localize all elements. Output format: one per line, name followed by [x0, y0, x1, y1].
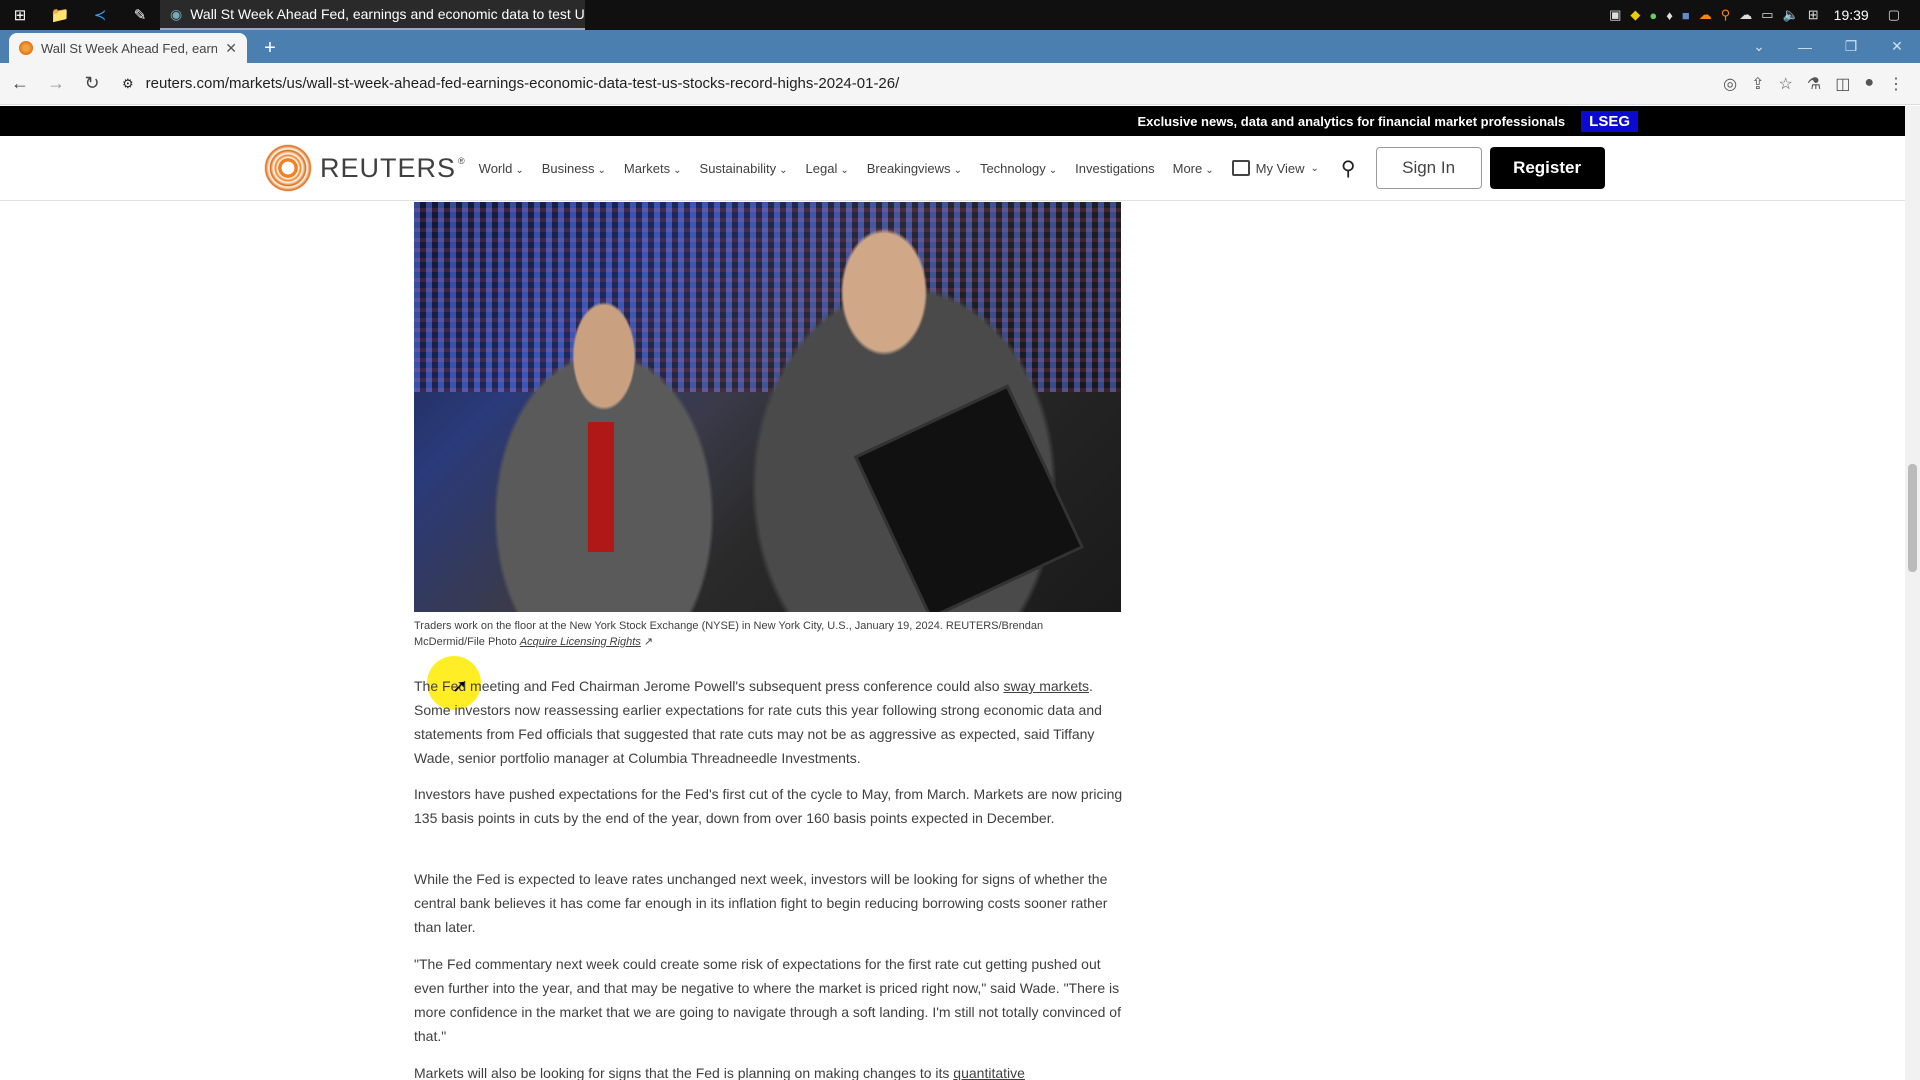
eye-off-icon[interactable]: ◎ [1723, 75, 1738, 93]
tab-search-icon[interactable]: ⌄ [1753, 38, 1765, 54]
bookmark-star-icon[interactable]: ☆ [1778, 75, 1793, 93]
chevron-down-icon: ⌄ [953, 164, 962, 176]
site-info-icon[interactable]: ⚙ [122, 75, 134, 91]
licensing-link[interactable]: Acquire Licensing Rights [519, 636, 641, 648]
share-icon[interactable]: ⇪ [1751, 75, 1765, 93]
chevron-down-icon: ⌄ [597, 164, 606, 176]
side-panel-icon[interactable]: ◫ [1835, 75, 1851, 93]
new-tab-button[interactable]: + [264, 36, 276, 59]
chevron-down-icon: ⌄ [515, 164, 524, 176]
file-explorer-icon[interactable]: 📁 [50, 7, 70, 24]
url-text: reuters.com/markets/us/wall-st-week-ahea… [145, 75, 900, 92]
browser-tab-strip: Wall St Week Ahead Fed, earn ✕ + ⌄ — ❐ ✕ [0, 30, 1920, 63]
menu-kebab-icon[interactable]: ⋮ [1888, 75, 1904, 93]
reuters-logo-icon [264, 144, 312, 192]
tray-app-icon[interactable]: ▣ [1609, 7, 1622, 22]
layout-icon [1231, 160, 1250, 176]
article-paragraph: Markets will also be looking for signs t… [414, 1065, 1025, 1080]
chrome-icon: ◉ [170, 5, 183, 22]
mouse-cursor-icon: ➚ [452, 676, 468, 696]
forward-icon[interactable]: → [47, 73, 65, 93]
nav-technology[interactable]: Technology ⌄ [979, 160, 1058, 176]
tray-teams-icon[interactable]: ■ [1681, 7, 1690, 23]
chevron-down-icon: ⌄ [673, 164, 682, 176]
nav-markets[interactable]: Markets ⌄ [623, 160, 682, 176]
article-paragraph: The Fed meeting and Fed Chairman Jerome … [414, 678, 1102, 766]
taskbar-window-title: Wall St Week Ahead Fed, earnings and eco… [190, 6, 585, 22]
tray-network-icon[interactable]: ▭ [1761, 7, 1774, 22]
my-view-menu[interactable]: My View ⌄ [1231, 160, 1319, 176]
nav-business[interactable]: Business ⌄ [541, 160, 606, 176]
nav-more[interactable]: More ⌄ [1172, 160, 1214, 176]
search-icon[interactable]: ⚲ [1340, 157, 1356, 180]
external-link-icon[interactable]: ↗ [643, 636, 654, 648]
tray-search-icon[interactable]: ⚲ [1720, 7, 1731, 22]
tray-bug-icon[interactable]: ♦ [1666, 7, 1673, 23]
tray-onedrive-icon[interactable]: ☁ [1739, 7, 1753, 22]
tab-title: Wall St Week Ahead Fed, earn [41, 40, 218, 56]
article-paragraph: "The Fed commentary next week could crea… [414, 956, 1121, 1044]
article-paragraph: While the Fed is expected to leave rates… [414, 871, 1108, 935]
browser-tab[interactable]: Wall St Week Ahead Fed, earn ✕ [9, 33, 247, 63]
profile-avatar-icon[interactable]: ● [1864, 73, 1874, 91]
minimize-icon[interactable]: — [1798, 38, 1812, 55]
tray-ime-icon[interactable]: ⊞ [1807, 7, 1819, 22]
toolbar-actions: ◎ ⇪ ☆ ⚗ ◫ ● ⋮ [1723, 74, 1920, 94]
labs-flask-icon[interactable]: ⚗ [1806, 75, 1822, 93]
back-icon[interactable]: ← [11, 73, 29, 93]
tray-globe-icon[interactable]: ● [1649, 7, 1658, 23]
windows-start-icon[interactable]: ⊞ [13, 7, 27, 24]
promo-text: Exclusive news, data and analytics for f… [1137, 113, 1566, 129]
photo-caption: Traders work on the floor at the New Yor… [414, 618, 1074, 650]
site-header: REUTERS ® World ⌄ Business ⌄ Markets ⌄ Sust… [0, 136, 1905, 201]
restore-icon[interactable]: ❐ [1844, 38, 1858, 54]
reuters-logo-text: REUTERS [320, 152, 457, 183]
article-photo[interactable] [414, 202, 1121, 612]
notifications-icon[interactable]: ▢ [1887, 7, 1900, 22]
close-window-icon[interactable]: ✕ [1891, 38, 1903, 54]
my-view-label: My View [1255, 160, 1305, 176]
close-tab-icon[interactable]: ✕ [225, 39, 237, 56]
promo-banner[interactable]: Exclusive news, data and analytics for f… [0, 106, 1905, 136]
reload-icon[interactable]: ↻ [84, 73, 100, 93]
lseg-badge[interactable]: LSEG [1581, 110, 1638, 132]
chevron-down-icon: ⌄ [840, 164, 849, 176]
tray-shield-icon[interactable]: ◆ [1630, 7, 1641, 22]
vscode-icon[interactable]: ≺ [93, 7, 107, 24]
page-scrollbar[interactable] [1905, 106, 1920, 1080]
system-tray: ▣ ◆ ● ♦ ■ ☁ ⚲ ☁ ▭ 🔈 ⊞ 19:39 ▢ [1609, 7, 1920, 23]
tray-volume-icon[interactable]: 🔈 [1782, 7, 1799, 22]
chevron-down-icon: ⌄ [779, 164, 788, 176]
nav-legal[interactable]: Legal ⌄ [805, 160, 849, 176]
reuters-favicon-icon [19, 41, 33, 55]
register-button[interactable]: Register [1489, 147, 1605, 189]
sway-markets-link[interactable]: sway markets [1003, 678, 1090, 694]
red-tie-graphic [588, 422, 614, 552]
nav-investigations[interactable]: Investigations [1075, 160, 1155, 176]
cursor-highlight [427, 656, 481, 710]
address-bar[interactable]: ⚙ reuters.com/markets/us/wall-st-week-ah… [116, 68, 1723, 100]
notepad-icon[interactable]: ✎ [133, 7, 147, 24]
quantitative-link[interactable]: quantitative [953, 1065, 1025, 1080]
taskbar-active-window[interactable]: ◉ Wall St Week Ahead Fed, earnings and e… [160, 0, 585, 30]
article-paragraph: Investors have pushed expectations for t… [414, 786, 1123, 826]
caption-text: Traders work on the floor at the New Yor… [414, 620, 1044, 648]
nav-world[interactable]: World ⌄ [478, 160, 524, 176]
reuters-page: Exclusive news, data and analytics for f… [0, 106, 1905, 1080]
nav-sustainability[interactable]: Sustainability ⌄ [699, 160, 788, 176]
registered-mark-icon: ® [458, 156, 465, 166]
browser-toolbar: ← → ↻ ⚙ reuters.com/markets/us/wall-st-w… [0, 63, 1920, 105]
scrollbar-thumb[interactable] [1908, 464, 1917, 572]
chevron-down-icon: ⌄ [1205, 164, 1214, 176]
windows-taskbar: ⊞ 📁 ≺ ✎ ◉ Wall St Week Ahead Fed, earnin… [0, 0, 1920, 30]
chevron-down-icon: ⌄ [1048, 164, 1058, 176]
sign-in-button[interactable]: Sign In [1375, 147, 1482, 189]
chevron-down-icon: ⌄ [1310, 162, 1319, 174]
tray-cloud-orange-icon[interactable]: ☁ [1698, 7, 1712, 22]
window-controls: ⌄ — ❐ ✕ [1736, 30, 1920, 63]
nav-breakingviews[interactable]: Breakingviews ⌄ [866, 160, 962, 176]
taskbar-clock[interactable]: 19:39 [1833, 7, 1869, 23]
reuters-logo[interactable]: REUTERS ® [264, 144, 465, 192]
